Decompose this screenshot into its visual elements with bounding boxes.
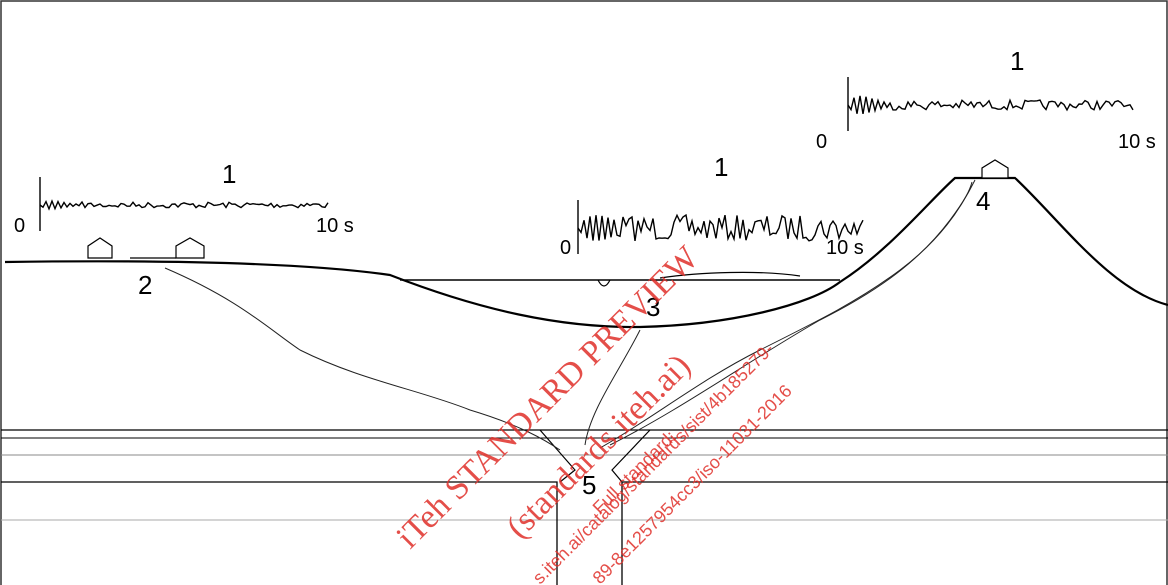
waveform xyxy=(848,96,1133,114)
ray-paths xyxy=(165,180,975,450)
time-end: 10 s xyxy=(316,215,354,237)
seismograms xyxy=(40,77,1133,254)
diagram: 1 0 10 s 1 0 10 s 1 0 10 s 2 3 4 5 iTeh … xyxy=(0,0,1168,585)
time-start: 0 xyxy=(816,131,827,153)
seismogram-label: 1 xyxy=(1010,46,1024,76)
site-label: 4 xyxy=(976,186,990,216)
waveform xyxy=(578,215,863,241)
time-start: 0 xyxy=(560,237,571,259)
time-end: 10 s xyxy=(1118,131,1156,153)
seismogram-label: 1 xyxy=(714,152,728,182)
waveform xyxy=(40,201,328,209)
time-start: 0 xyxy=(14,215,25,237)
time-end: 10 s xyxy=(826,237,864,259)
watermark: iTeh STANDARD PREVIEW (standards.iteh.ai… xyxy=(389,239,795,585)
seismogram-label: 1 xyxy=(222,159,236,189)
site-label: 2 xyxy=(138,270,152,300)
